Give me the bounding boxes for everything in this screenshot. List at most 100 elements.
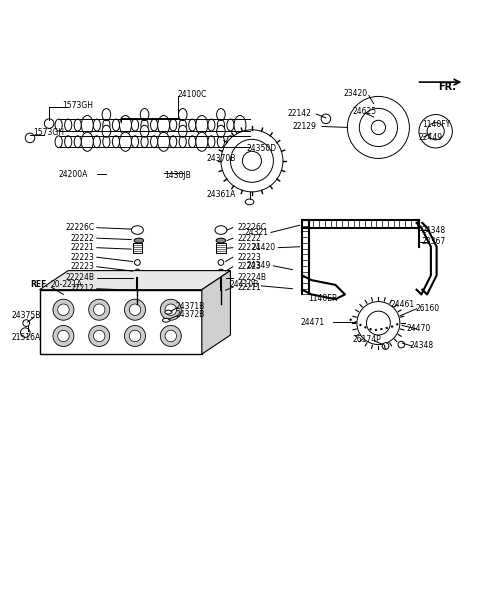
Text: 24420: 24420 bbox=[252, 243, 276, 252]
Ellipse shape bbox=[120, 116, 132, 134]
Circle shape bbox=[371, 120, 385, 134]
Text: 22222: 22222 bbox=[238, 233, 262, 243]
Text: 22129: 22129 bbox=[292, 122, 316, 131]
Text: 22449: 22449 bbox=[419, 133, 443, 142]
Ellipse shape bbox=[102, 109, 111, 120]
Text: 24371B: 24371B bbox=[175, 302, 204, 311]
Text: 26160: 26160 bbox=[415, 304, 439, 313]
Polygon shape bbox=[202, 271, 230, 354]
Ellipse shape bbox=[140, 109, 149, 120]
Text: 23420: 23420 bbox=[343, 89, 368, 97]
Text: 22224B: 22224B bbox=[238, 273, 266, 282]
Ellipse shape bbox=[162, 319, 169, 322]
Text: 24321: 24321 bbox=[245, 228, 269, 237]
Circle shape bbox=[348, 97, 409, 159]
Text: 22142: 22142 bbox=[288, 109, 312, 117]
Ellipse shape bbox=[196, 116, 208, 134]
Text: 22223: 22223 bbox=[238, 262, 262, 271]
Circle shape bbox=[165, 330, 177, 342]
Ellipse shape bbox=[81, 132, 93, 151]
Circle shape bbox=[134, 269, 140, 275]
Circle shape bbox=[94, 304, 105, 316]
Text: 24370B: 24370B bbox=[206, 154, 236, 163]
Text: 22224B: 22224B bbox=[65, 273, 95, 282]
Text: 24200A: 24200A bbox=[58, 170, 88, 179]
Circle shape bbox=[160, 299, 181, 320]
Circle shape bbox=[321, 114, 331, 123]
Circle shape bbox=[419, 114, 452, 148]
Text: 24100C: 24100C bbox=[178, 89, 207, 98]
Circle shape bbox=[89, 299, 110, 320]
Text: 1140ER: 1140ER bbox=[308, 294, 337, 303]
FancyBboxPatch shape bbox=[132, 243, 142, 253]
Circle shape bbox=[134, 260, 140, 265]
Ellipse shape bbox=[140, 125, 149, 137]
Circle shape bbox=[360, 108, 397, 147]
Text: 24461: 24461 bbox=[390, 300, 414, 309]
Ellipse shape bbox=[215, 226, 227, 234]
Ellipse shape bbox=[216, 109, 225, 120]
Polygon shape bbox=[39, 271, 230, 289]
Text: 22223: 22223 bbox=[71, 253, 95, 261]
Text: 24372B: 24372B bbox=[175, 310, 204, 319]
Text: 22226C: 22226C bbox=[238, 223, 267, 232]
Ellipse shape bbox=[216, 303, 226, 308]
Text: 22221: 22221 bbox=[71, 243, 95, 252]
Text: 22226C: 22226C bbox=[65, 223, 95, 232]
Ellipse shape bbox=[234, 116, 246, 134]
Circle shape bbox=[366, 311, 390, 335]
Ellipse shape bbox=[165, 310, 172, 314]
Ellipse shape bbox=[216, 125, 225, 137]
Circle shape bbox=[221, 130, 283, 192]
Text: 24375B: 24375B bbox=[12, 311, 41, 320]
Circle shape bbox=[23, 320, 30, 326]
Text: 21516A: 21516A bbox=[12, 333, 41, 342]
Text: 24348: 24348 bbox=[409, 342, 433, 350]
Ellipse shape bbox=[216, 238, 226, 243]
Ellipse shape bbox=[157, 116, 169, 134]
Circle shape bbox=[53, 299, 74, 320]
Ellipse shape bbox=[245, 199, 254, 205]
Circle shape bbox=[21, 328, 30, 337]
Text: 22222: 22222 bbox=[71, 233, 95, 243]
Text: 23367: 23367 bbox=[421, 238, 445, 246]
Circle shape bbox=[398, 341, 405, 348]
Circle shape bbox=[230, 139, 274, 182]
Circle shape bbox=[53, 325, 74, 347]
Ellipse shape bbox=[132, 226, 144, 234]
Circle shape bbox=[357, 302, 400, 345]
Ellipse shape bbox=[102, 125, 111, 137]
Circle shape bbox=[218, 269, 224, 275]
Ellipse shape bbox=[179, 109, 187, 120]
Circle shape bbox=[124, 325, 145, 347]
Ellipse shape bbox=[234, 132, 246, 151]
Circle shape bbox=[25, 133, 35, 143]
Circle shape bbox=[129, 304, 141, 316]
Ellipse shape bbox=[217, 276, 225, 281]
Circle shape bbox=[165, 304, 177, 316]
Text: REF.: REF. bbox=[30, 280, 48, 289]
Ellipse shape bbox=[179, 125, 187, 137]
Circle shape bbox=[129, 330, 141, 342]
Text: 24349: 24349 bbox=[247, 261, 271, 271]
Text: 24470: 24470 bbox=[407, 324, 431, 333]
Ellipse shape bbox=[134, 276, 141, 281]
Ellipse shape bbox=[120, 132, 132, 151]
Circle shape bbox=[94, 330, 105, 342]
Ellipse shape bbox=[81, 116, 93, 134]
Text: 22212: 22212 bbox=[71, 284, 95, 293]
Text: FR.: FR. bbox=[439, 82, 456, 92]
Text: 22223: 22223 bbox=[71, 262, 95, 271]
Text: 24410B: 24410B bbox=[230, 280, 259, 289]
Text: 26174P: 26174P bbox=[352, 335, 381, 344]
Circle shape bbox=[58, 304, 69, 316]
Ellipse shape bbox=[132, 303, 143, 308]
Ellipse shape bbox=[196, 132, 208, 151]
Circle shape bbox=[218, 260, 224, 265]
Circle shape bbox=[242, 151, 262, 170]
Circle shape bbox=[382, 343, 389, 350]
Text: 20-221A: 20-221A bbox=[50, 280, 83, 289]
Circle shape bbox=[160, 325, 181, 347]
Text: 24348: 24348 bbox=[421, 226, 445, 235]
Text: 22211: 22211 bbox=[238, 283, 262, 292]
